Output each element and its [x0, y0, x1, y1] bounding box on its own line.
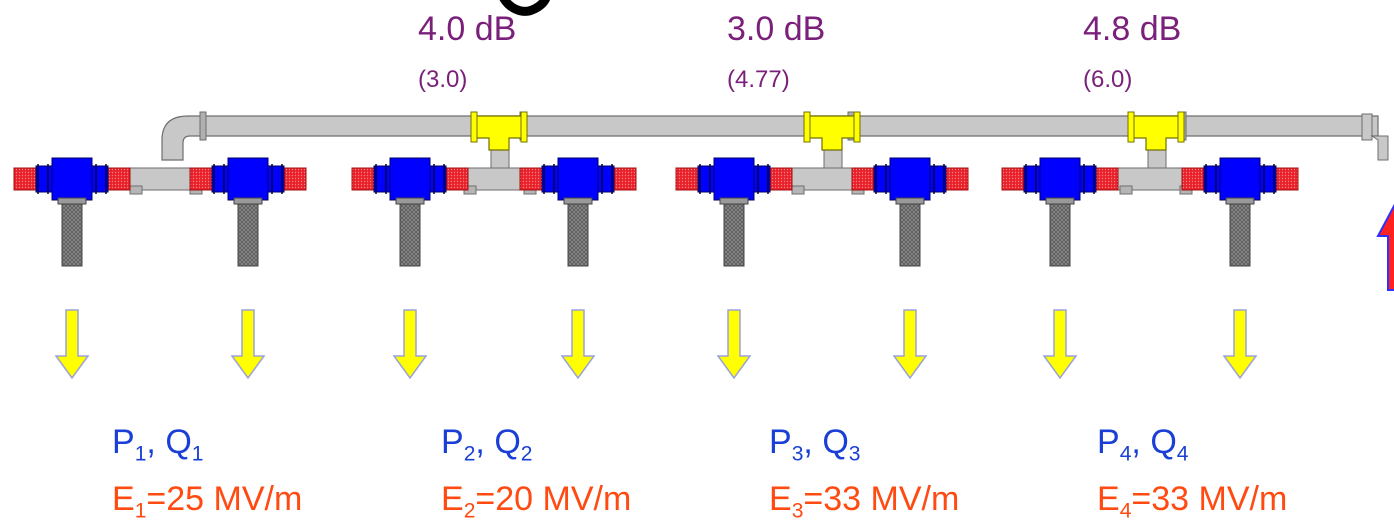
cavity-1-pq-label: P1, Q1	[112, 423, 204, 466]
stub-flange	[563, 197, 593, 205]
stub-flange	[719, 197, 749, 205]
arrow-down-icon	[1222, 309, 1258, 380]
circulator-core	[889, 157, 931, 201]
coupler-1-db-label: 4.0 dB	[418, 10, 517, 48]
rf-load	[851, 167, 875, 191]
rf-load	[351, 167, 375, 191]
coupler-1-alt-label: (3.0)	[418, 66, 468, 93]
cavity-stub-1	[61, 199, 83, 267]
feed-flange	[1361, 113, 1373, 141]
coupler-2-db-label: 3.0 dB	[727, 10, 826, 48]
cavity-3-pq-label: P3, Q3	[769, 423, 861, 466]
stub-flange	[395, 197, 425, 205]
arrow-down-icon	[54, 309, 90, 380]
rf-load	[189, 167, 213, 191]
circulator-core	[557, 157, 599, 201]
circulator-core	[1219, 157, 1261, 201]
rf-load	[13, 167, 37, 191]
circulator-core	[713, 157, 755, 201]
rf-load	[1181, 167, 1205, 191]
stub-flange	[1225, 197, 1255, 205]
pair-port	[1119, 185, 1133, 195]
cavity-stub-8	[1229, 199, 1251, 267]
arrow-down-icon	[560, 309, 596, 380]
hybrid-coupler-1	[474, 115, 524, 151]
coupler-3-db-label: 4.8 dB	[1083, 10, 1182, 48]
hybrid-coupler-2	[807, 115, 857, 151]
rf-load	[283, 167, 307, 191]
cavity-1-gradient-label: E1=25 MV/m	[112, 480, 303, 523]
rf-load	[445, 167, 469, 191]
main-feed-waveguide	[161, 115, 1379, 161]
arrow-down-icon	[892, 309, 928, 380]
circulator-core	[389, 157, 431, 201]
rf-load	[519, 167, 543, 191]
coupler-flange	[853, 111, 861, 143]
cavity-stub-7	[1049, 199, 1071, 267]
rf-load	[945, 167, 969, 191]
cavity-4-pq-label: P4, Q4	[1097, 423, 1189, 466]
cavity-stub-2	[237, 199, 259, 267]
coupler-flange	[803, 111, 811, 143]
stub-flange	[1045, 197, 1075, 205]
cavity-2-pq-label: P2, Q2	[441, 423, 533, 466]
cavity-3-gradient-label: E3=33 MV/m	[769, 480, 960, 523]
arrow-down-icon	[392, 309, 428, 380]
stub-flange	[233, 197, 263, 205]
arrow-down-icon	[1042, 309, 1078, 380]
arrow-up-icon	[1376, 203, 1394, 291]
stub-flange	[895, 197, 925, 205]
rf-load	[1095, 167, 1119, 191]
arrow-down-icon	[230, 309, 266, 380]
coupler-flange	[1177, 111, 1185, 143]
circulator-core	[1039, 157, 1081, 201]
feed-input-bend	[1370, 135, 1389, 161]
coupler-flange	[520, 111, 528, 143]
cavity-stub-6	[899, 199, 921, 267]
rf-load	[1001, 167, 1025, 191]
rf-load	[1275, 167, 1299, 191]
cavity-stub-5	[723, 199, 745, 267]
main-flange	[199, 111, 207, 141]
pair-port	[129, 185, 143, 195]
rf-load	[769, 167, 793, 191]
coupler-3-alt-label: (6.0)	[1083, 66, 1133, 93]
rf-load	[675, 167, 699, 191]
stub-flange	[57, 197, 87, 205]
rf-load	[107, 167, 131, 191]
cavity-4-gradient-label: E4=33 MV/m	[1097, 480, 1288, 523]
cropped-heading-glyph	[499, 0, 550, 16]
output-arrows	[54, 309, 1258, 380]
coupler-flange	[470, 111, 478, 143]
waveguide-network	[13, 111, 1394, 291]
pair-port	[791, 185, 805, 195]
circulator-core	[227, 157, 269, 201]
hybrid-coupler-3	[1131, 115, 1181, 151]
circulator-core	[51, 157, 93, 201]
coupler-2-alt-label: (4.77)	[727, 66, 790, 93]
cavity-stub-3	[399, 199, 421, 267]
rf-load	[613, 167, 637, 191]
coupler-flange	[1127, 111, 1135, 143]
cavity-stub-4	[567, 199, 589, 267]
arrow-down-icon	[716, 309, 752, 380]
cavity-2-gradient-label: E2=20 MV/m	[441, 480, 632, 523]
